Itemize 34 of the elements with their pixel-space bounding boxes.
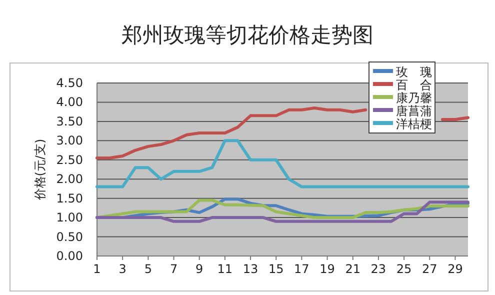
x-tick-label: 11 bbox=[217, 262, 233, 276]
y-tick-label: 2.00 bbox=[56, 172, 83, 186]
line-series bbox=[96, 200, 470, 223]
x-tick-label: 29 bbox=[448, 262, 463, 276]
y-tick-label: 1.50 bbox=[56, 191, 83, 206]
x-tick-label: 27 bbox=[422, 262, 438, 276]
legend-label: 康乃馨 bbox=[396, 91, 432, 105]
legend-label: 洋桔梗 bbox=[396, 117, 432, 131]
x-tick-label: 1 bbox=[93, 262, 101, 276]
y-tick-label: 3.50 bbox=[56, 114, 83, 128]
x-tick-label: 23 bbox=[370, 262, 386, 276]
x-tick-label: 21 bbox=[345, 262, 361, 276]
x-tick-label: 13 bbox=[242, 262, 258, 276]
x-tick-label: 7 bbox=[170, 262, 178, 276]
x-tick-label: 17 bbox=[294, 262, 310, 276]
y-tick-label: 4.00 bbox=[56, 95, 83, 110]
x-tick-label: 19 bbox=[320, 262, 335, 276]
y-tick-label: 3.00 bbox=[56, 134, 83, 148]
legend-label: 百合 bbox=[396, 78, 432, 92]
y-tick-label: 0.50 bbox=[56, 230, 83, 244]
legend-label: 玫瑰 bbox=[396, 65, 432, 79]
y-axis-title: 价格(元/支) bbox=[33, 138, 47, 202]
x-tick-label: 25 bbox=[396, 262, 412, 276]
chart-title: 郑州玫瑰等切花价格走势图 bbox=[122, 23, 374, 47]
legend-label: 唐菖蒲 bbox=[396, 104, 432, 118]
x-tick-label: 3 bbox=[118, 262, 126, 276]
y-tick-label: 2.50 bbox=[56, 152, 83, 167]
x-tick-label: 15 bbox=[268, 262, 284, 276]
y-tick-label: 4.50 bbox=[56, 76, 83, 90]
x-tick-label: 5 bbox=[144, 262, 152, 276]
line-series bbox=[96, 139, 470, 188]
y-tick-label: 0.00 bbox=[56, 249, 83, 263]
x-tick-label: 9 bbox=[196, 262, 204, 276]
y-tick-label: 1.00 bbox=[56, 210, 83, 225]
